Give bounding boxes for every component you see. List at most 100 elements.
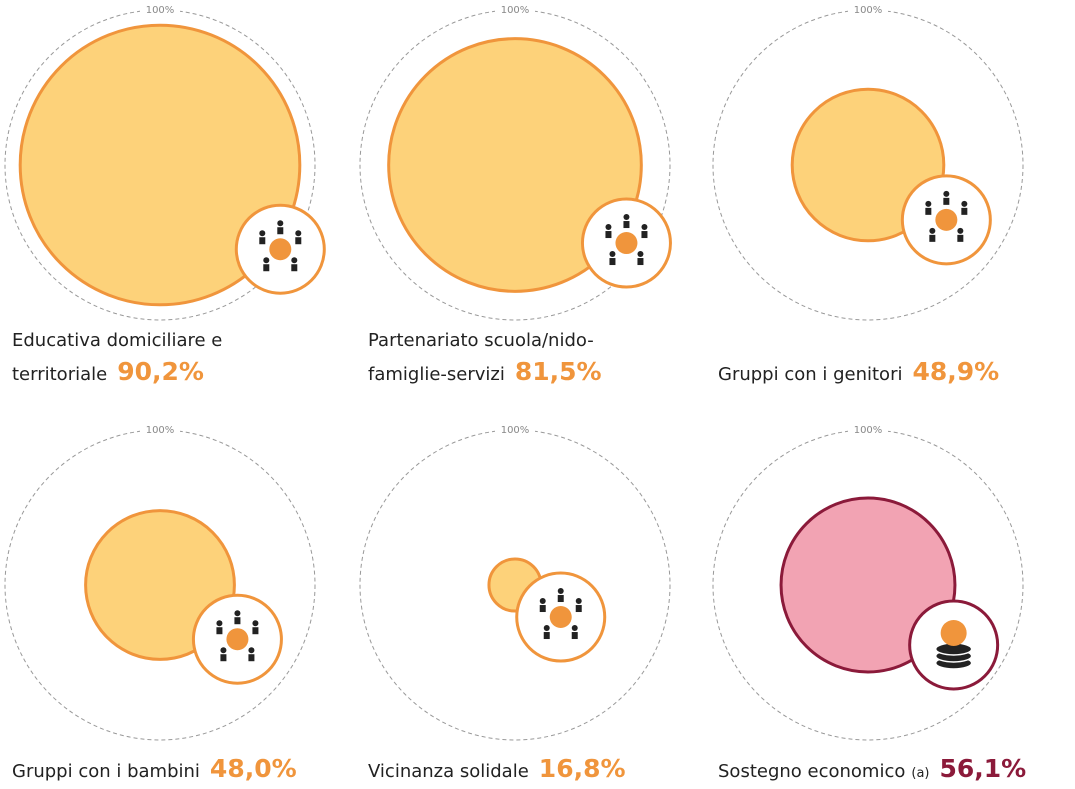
reference-label-bg xyxy=(495,423,535,437)
label-text: Gruppi con i genitori 48,9% xyxy=(718,354,999,390)
icon-person xyxy=(216,620,223,627)
icon-person-body xyxy=(943,197,950,205)
icon-person xyxy=(220,647,227,654)
icon-center xyxy=(226,628,249,651)
icon-person-body xyxy=(925,207,932,215)
icon-person-body xyxy=(248,654,255,662)
icon-person-body xyxy=(609,258,616,266)
icon-person-body xyxy=(605,231,612,239)
value-label: 16,8% xyxy=(538,753,626,783)
icon-center xyxy=(269,238,292,261)
icon-center xyxy=(935,208,958,231)
reference-label-bg xyxy=(848,3,888,17)
reference-label: 100% xyxy=(146,425,175,436)
icon-person-body xyxy=(539,605,546,613)
label-text: Partenariato scuola/nido-famiglie-serviz… xyxy=(368,328,648,390)
icon-person xyxy=(925,200,932,207)
bubble xyxy=(387,37,643,293)
category-name: Gruppi con i bambini xyxy=(12,760,200,782)
reference-label-bg xyxy=(848,423,888,437)
category-name: Gruppi con i genitori xyxy=(718,363,903,385)
icon-person-body xyxy=(295,237,302,245)
reference-label-bg xyxy=(495,3,535,17)
category-name: Vicinanza solidale xyxy=(368,760,529,782)
icon-person-body xyxy=(957,234,964,242)
icon-person-body xyxy=(252,627,259,635)
icon-person-body xyxy=(263,264,270,272)
icon-person xyxy=(929,227,936,234)
reference-label: 100% xyxy=(146,5,175,16)
icon-person xyxy=(961,200,968,207)
icon-person-body xyxy=(637,258,644,266)
bubble xyxy=(18,23,302,307)
icon-person xyxy=(575,598,582,605)
category-label: Partenariato scuola/nido-famiglie-serviz… xyxy=(368,330,708,390)
reference-label: 100% xyxy=(501,5,530,16)
icon-person-body xyxy=(543,632,550,640)
value-label: 48,0% xyxy=(209,753,297,783)
icon xyxy=(580,197,672,289)
label-text: Sostegno economico (a) 56,1% xyxy=(718,751,1026,787)
icon-person xyxy=(259,230,266,237)
reference-label-bg xyxy=(140,423,180,437)
category-label: Vicinanza solidale 16,8% xyxy=(368,727,708,787)
icon-person xyxy=(605,224,612,231)
reference-label: 100% xyxy=(854,425,883,436)
category-label: Gruppi con i bambini 48,0% xyxy=(12,727,352,787)
icon-person-body xyxy=(575,605,582,613)
value-label: 90,2% xyxy=(117,356,204,386)
category-name: Partenariato scuola/nido-famiglie-serviz… xyxy=(368,329,594,385)
icon-person-body xyxy=(220,654,227,662)
icon-person xyxy=(234,610,241,617)
category-label: Educativa domiciliare e territoriale 90,2… xyxy=(12,330,352,390)
icon xyxy=(234,203,326,295)
icon-person xyxy=(277,220,284,227)
icon-person xyxy=(295,230,302,237)
icon-person-body xyxy=(641,231,648,239)
icon-person-body xyxy=(929,234,936,242)
reference-label: 100% xyxy=(854,5,883,16)
reference-label-bg xyxy=(140,3,180,17)
label-text: Gruppi con i bambini 48,0% xyxy=(12,751,297,787)
icon-euro xyxy=(940,619,967,646)
label-text: Vicinanza solidale 16,8% xyxy=(368,751,626,787)
icon-person-body xyxy=(961,207,968,215)
icon xyxy=(908,599,1000,691)
icon-person xyxy=(539,598,546,605)
icon-person xyxy=(252,620,259,627)
category-name: Educativa domiciliare e territoriale xyxy=(12,329,223,385)
icon xyxy=(515,571,607,663)
category-name: Sostegno economico xyxy=(718,760,906,782)
icon-person-body xyxy=(277,227,284,235)
icon-person xyxy=(609,251,616,258)
category-label: Sostegno economico (a) 56,1% xyxy=(718,727,1058,787)
label-text: Educativa domiciliare e territoriale 90,2… xyxy=(12,328,292,390)
value-label: 48,9% xyxy=(912,356,1000,386)
icon-person xyxy=(557,588,564,595)
icon-center xyxy=(549,606,572,629)
icon-person xyxy=(641,224,648,231)
icon-person xyxy=(571,625,578,632)
icon-person-body xyxy=(571,632,578,640)
icon xyxy=(900,174,992,266)
icon-person xyxy=(291,257,298,264)
icon-person-body xyxy=(259,237,266,245)
reference-label: 100% xyxy=(501,425,530,436)
icon-person xyxy=(637,251,644,258)
icon-center xyxy=(615,232,638,255)
value-label: 56,1% xyxy=(939,753,1027,783)
category-label: Gruppi con i genitori 48,9% xyxy=(718,330,1058,390)
icon-person xyxy=(943,190,950,197)
icon-person xyxy=(263,257,270,264)
icon-person xyxy=(623,214,630,221)
icon-person-body xyxy=(557,595,564,603)
note: (a) xyxy=(911,765,930,781)
value-label: 81,5% xyxy=(514,356,602,386)
icon-person-body xyxy=(623,221,630,229)
icon-person xyxy=(543,625,550,632)
icon xyxy=(191,593,283,685)
icon-person-body xyxy=(291,264,298,272)
icon-person xyxy=(957,227,964,234)
